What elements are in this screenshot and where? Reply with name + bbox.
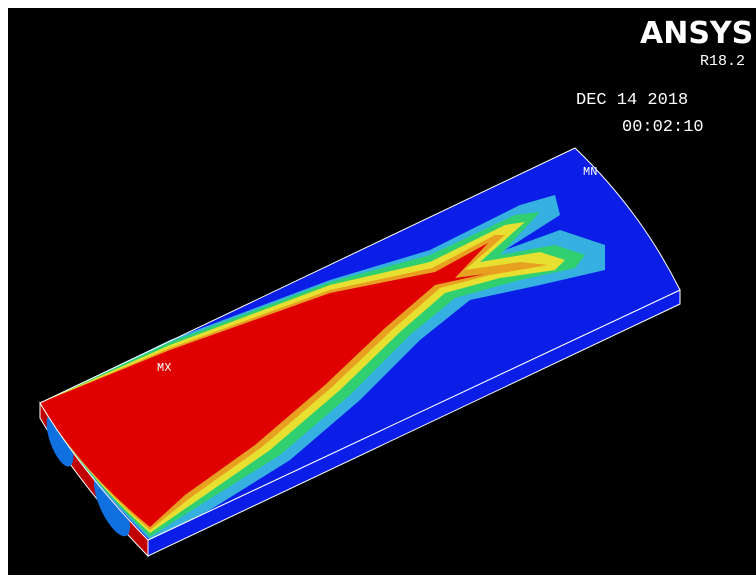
version: R18.2: [700, 53, 745, 70]
ansys-viewport: MX MN ANSYS R18.2 DEC 14 2018 00:02:10: [0, 0, 756, 581]
page: MX MN ANSYS R18.2 DEC 14 2018 00:02:10 (…: [0, 0, 756, 581]
ansys-logo: ANSYS: [640, 16, 753, 51]
max-label: MX: [157, 361, 171, 375]
date: DEC 14 2018: [576, 91, 688, 110]
time: 00:02:10: [622, 118, 704, 137]
min-label: MN: [583, 165, 597, 179]
